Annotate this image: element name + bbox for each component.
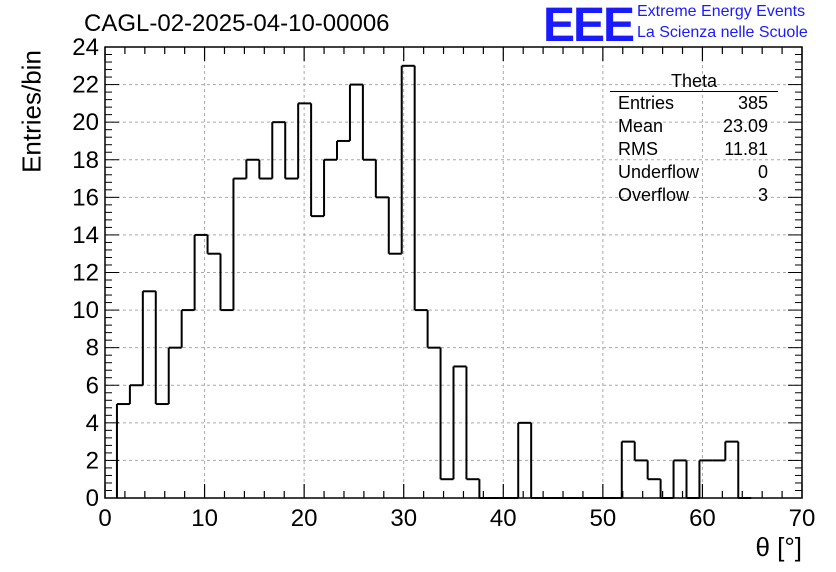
logo-line-2: La Scienza nelle Scuole: [637, 24, 808, 41]
y-tick-label: 4: [86, 410, 99, 437]
y-tick-label: 14: [72, 222, 99, 249]
y-tick-label: 10: [72, 297, 99, 324]
stats-label: Entries: [618, 93, 675, 113]
y-tick-label: 18: [72, 147, 99, 174]
stats-row-overflow: Overflow 3: [610, 184, 778, 207]
y-tick-label: 0: [86, 485, 99, 512]
y-tick-label: 20: [72, 109, 99, 136]
stats-row-rms: RMS 11.81: [610, 138, 778, 161]
y-tick-label: 22: [72, 72, 99, 99]
stats-box: Theta Entries 385 Mean 23.09 RMS 11.81 U…: [610, 71, 778, 207]
y-tick-label: 16: [72, 184, 99, 211]
chart-title: CAGL-02-2025-04-10-00006: [84, 10, 390, 37]
x-tick-label: 70: [789, 505, 816, 532]
stats-value: 11.81: [724, 139, 768, 159]
y-tick-label: 2: [86, 447, 99, 474]
stats-label: Overflow: [618, 185, 690, 205]
x-tick-label: 50: [590, 505, 617, 532]
stats-value: 0: [757, 162, 768, 182]
y-tick-label: 8: [86, 335, 99, 362]
x-tick-label: 30: [390, 505, 417, 532]
stats-row-underflow: Underflow 0: [610, 161, 778, 184]
y-tick-label: 6: [86, 372, 99, 399]
stats-label: RMS: [618, 139, 658, 159]
x-tick-label: 20: [291, 505, 318, 532]
stats-value: 23.09: [722, 116, 768, 136]
logo-line-1: Extreme Energy Events: [637, 3, 806, 20]
x-tick-label: 40: [490, 505, 517, 532]
y-tick-label: 24: [72, 34, 99, 61]
stats-row-mean: Mean 23.09: [610, 115, 778, 138]
y-axis-label: Entries/bin: [16, 50, 47, 173]
y-tick-label: 12: [72, 260, 99, 287]
stats-label: Underflow: [618, 162, 700, 182]
stats-title: Theta: [610, 71, 778, 92]
stats-value: 3: [757, 185, 768, 205]
x-tick-label: 0: [98, 505, 111, 532]
stats-row-entries: Entries 385: [610, 92, 778, 115]
x-tick-label: 10: [191, 505, 218, 532]
x-tick-label: 60: [689, 505, 716, 532]
stats-label: Mean: [618, 116, 664, 136]
eee-logo: EEE: [543, 0, 635, 52]
stats-value: 385: [737, 93, 768, 113]
x-axis-label: θ [°]: [755, 532, 802, 562]
